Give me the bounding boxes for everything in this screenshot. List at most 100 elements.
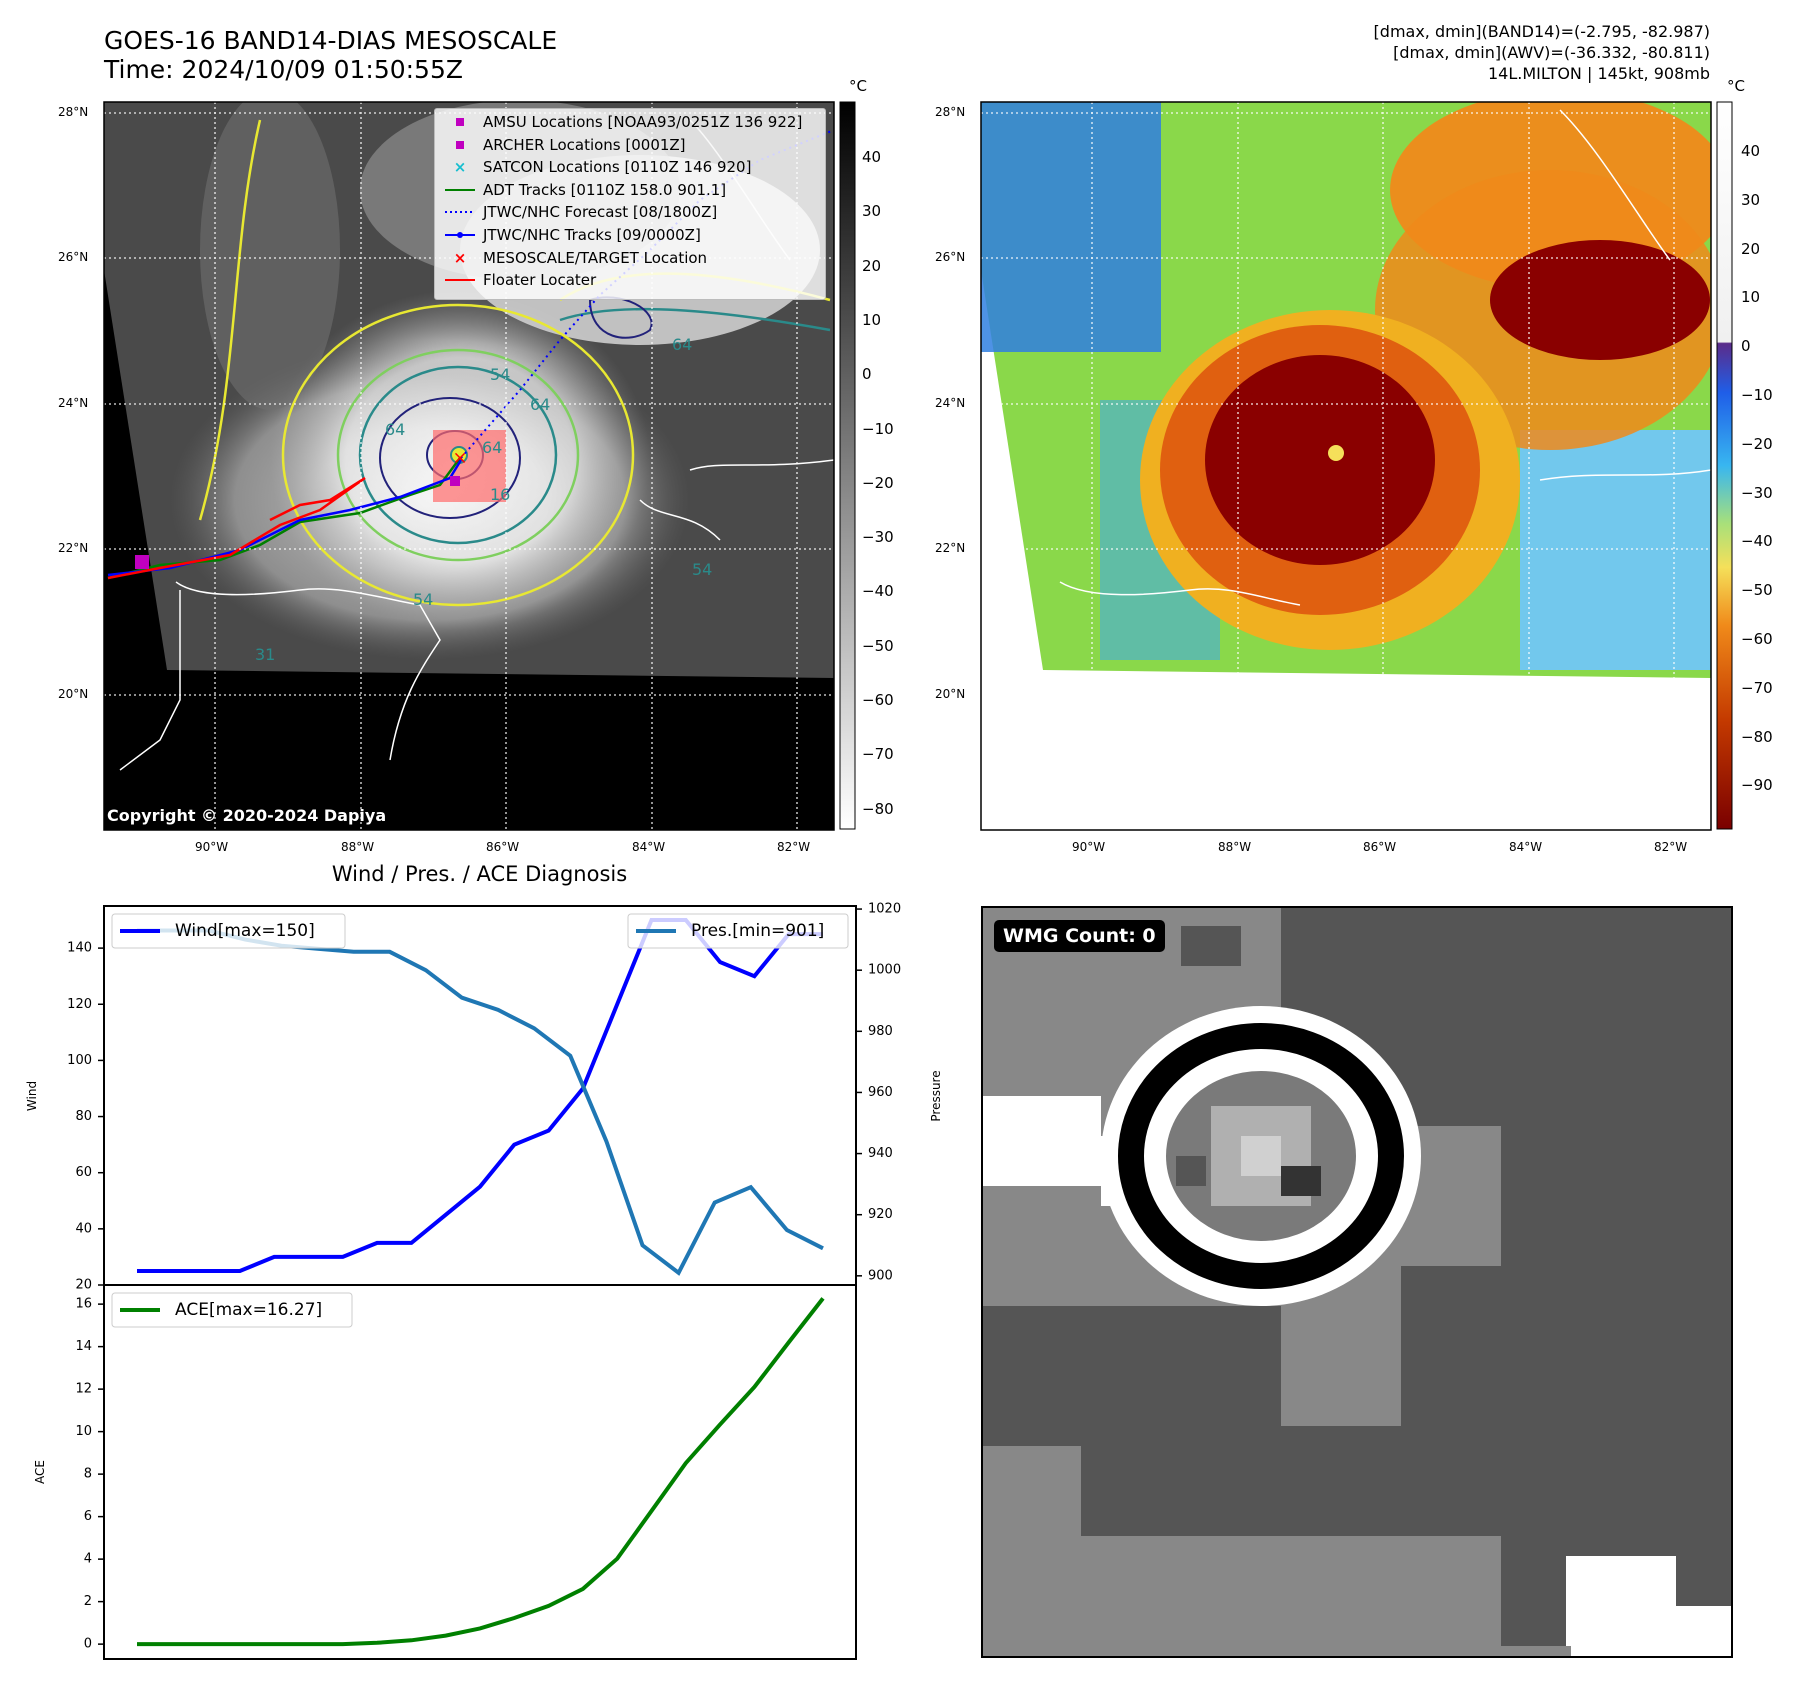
- y-tick-label: 60: [75, 1165, 92, 1180]
- lon-label: 86°W: [1363, 840, 1397, 854]
- y-tick-label: 0: [84, 1637, 92, 1652]
- y2-tick-label: 1000: [868, 963, 901, 978]
- wind-plot-frame: [103, 905, 857, 1286]
- y-tick-label: 4: [84, 1552, 92, 1567]
- lon-label: 84°W: [1509, 840, 1543, 854]
- lon-label: 84°W: [632, 840, 666, 854]
- legend-entry: ARCHER Locations [0001Z]: [435, 134, 825, 157]
- colorbar-tick: 20: [1741, 239, 1761, 258]
- colorbar-tick: 30: [1741, 190, 1761, 209]
- lon-label: 90°W: [1072, 840, 1106, 854]
- awv-minmax: [dmax, dmin](AWV)=(-36.332, -80.811): [1393, 43, 1710, 62]
- colorbar-tick: 0: [1741, 337, 1751, 356]
- awv-map-panel: [981, 102, 1711, 830]
- legend-entry: JTWC/NHC Forecast [08/1800Z]: [435, 201, 825, 224]
- y-tick-label: 140: [67, 941, 92, 956]
- legend-label: ARCHER Locations [0001Z]: [483, 135, 686, 154]
- y2-tick-label: 980: [868, 1024, 893, 1039]
- lat-label: 28°N: [935, 105, 966, 119]
- y-tick-label: 80: [75, 1109, 92, 1124]
- colorbar-tick: 40: [862, 148, 882, 166]
- colorbar-tick: −60: [862, 691, 894, 709]
- legend-label: AMSU Locations [NOAA93/0251Z 136 922]: [483, 113, 803, 131]
- ir-colorbar-unit: °C: [849, 77, 867, 95]
- chart-title: GOES-16 BAND14-DIAS MESOSCALE: [104, 26, 558, 55]
- copyright: Copyright © 2020-2024 Dapiya: [107, 806, 387, 825]
- legend-entry: × SATCON Locations [0110Z 146 920]: [435, 156, 825, 179]
- lon-label: 88°W: [341, 840, 375, 854]
- awv-colorbar-unit: °C: [1727, 77, 1745, 95]
- chart-time: Time: 2024/10/09 01:50:55Z: [104, 55, 463, 84]
- colorbar-tick: −80: [1741, 727, 1773, 746]
- colorbar-tick: −40: [1741, 532, 1773, 551]
- lon-label: 88°W: [1218, 840, 1252, 854]
- y2-tick-label: 960: [868, 1085, 893, 1100]
- legend-entry: JTWC/NHC Tracks [09/0000Z]: [435, 224, 825, 247]
- legend-symbol: [456, 118, 464, 126]
- svg-text:×: ×: [452, 448, 467, 469]
- wmg-count-badge: WMG Count: 0: [994, 920, 1165, 952]
- legend-label: MESOSCALE/TARGET Location: [483, 248, 708, 267]
- lat-label: 24°N: [58, 396, 89, 410]
- y-tick-label: 14: [75, 1339, 92, 1354]
- legend-entry: ADT Tracks [0110Z 158.0 901.1]: [435, 179, 825, 202]
- legend-entry: Floater Locater: [435, 269, 825, 292]
- pressure-legend: Pres.[min=901]: [627, 913, 849, 949]
- ir-legend: AMSU Locations [NOAA93/0251Z 136 922] ARC…: [434, 108, 826, 300]
- colorbar-tick: −10: [1741, 386, 1773, 404]
- y2-tick-label: 920: [868, 1207, 893, 1222]
- y-tick-label: 10: [75, 1424, 92, 1439]
- colorbar-tick: −20: [862, 473, 894, 492]
- wmg-panel: [981, 906, 1733, 1658]
- legend-label: JTWC/NHC Forecast [08/1800Z]: [483, 203, 718, 222]
- contour-label: 54: [413, 590, 434, 609]
- lat-label: 26°N: [935, 250, 966, 264]
- diagnosis-title: Wind / Pres. / ACE Diagnosis: [331, 862, 628, 886]
- y2-tick-label: 900: [868, 1268, 893, 1283]
- colorbar-tick: 0: [862, 365, 872, 384]
- legend-symbol: [445, 211, 475, 214]
- y-tick-label: 40: [75, 1221, 92, 1236]
- y2-tick-label: 940: [868, 1146, 893, 1161]
- legend-label: Wind[max=150]: [175, 921, 315, 941]
- pressure-axis-label: Pressure: [929, 1070, 943, 1121]
- band14-minmax: [dmax, dmin](BAND14)=(-2.795, -82.987): [1373, 22, 1710, 41]
- y2-tick-label: 1020: [868, 902, 901, 917]
- wind-legend: Wind[max=150]: [111, 913, 346, 949]
- lon-label: 90°W: [195, 840, 229, 854]
- legend-entry: AMSU Locations [NOAA93/0251Z 136 922]: [435, 111, 825, 134]
- svg-text:×: ×: [454, 249, 467, 267]
- lat-label: 22°N: [58, 541, 89, 555]
- contour-label: 54: [692, 560, 713, 579]
- y-tick-label: 8: [84, 1467, 92, 1482]
- lat-label: 26°N: [58, 250, 89, 264]
- legend-label: Floater Locater: [483, 271, 597, 290]
- legend-label: Pres.[min=901]: [691, 921, 824, 941]
- lat-label: 22°N: [935, 541, 966, 555]
- colorbar-tick: −60: [1741, 630, 1773, 648]
- contour-label: 64: [385, 420, 406, 439]
- svg-text:×: ×: [454, 158, 467, 176]
- colorbar-tick: −50: [1741, 581, 1773, 600]
- lat-label: 20°N: [58, 687, 89, 701]
- lon-label: 82°W: [1654, 840, 1688, 854]
- lat-label: 24°N: [935, 396, 966, 410]
- lat-label: 28°N: [58, 105, 89, 119]
- colorbar-tick: −50: [862, 636, 894, 655]
- colorbar-tick: 40: [1741, 142, 1761, 160]
- colorbar-tick: −40: [862, 582, 894, 601]
- legend-label: ACE[max=16.27]: [175, 1300, 322, 1320]
- awv-colorbar: [1716, 101, 1733, 830]
- colorbar-tick: −10: [862, 419, 894, 438]
- y-tick-label: 12: [75, 1382, 92, 1397]
- legend-label: ADT Tracks [0110Z 158.0 901.1]: [483, 180, 727, 199]
- contour-label: 54: [490, 365, 511, 384]
- contour-label: 64: [530, 395, 551, 414]
- colorbar-tick: −70: [1741, 678, 1773, 697]
- ace-plot-frame: [103, 1284, 857, 1660]
- ir-map-panel: ×: [103, 101, 1733, 831]
- legend-symbol: ×: [454, 249, 467, 267]
- colorbar-tick: 10: [1741, 288, 1761, 307]
- legend-label: JTWC/NHC Tracks [09/0000Z]: [483, 225, 701, 244]
